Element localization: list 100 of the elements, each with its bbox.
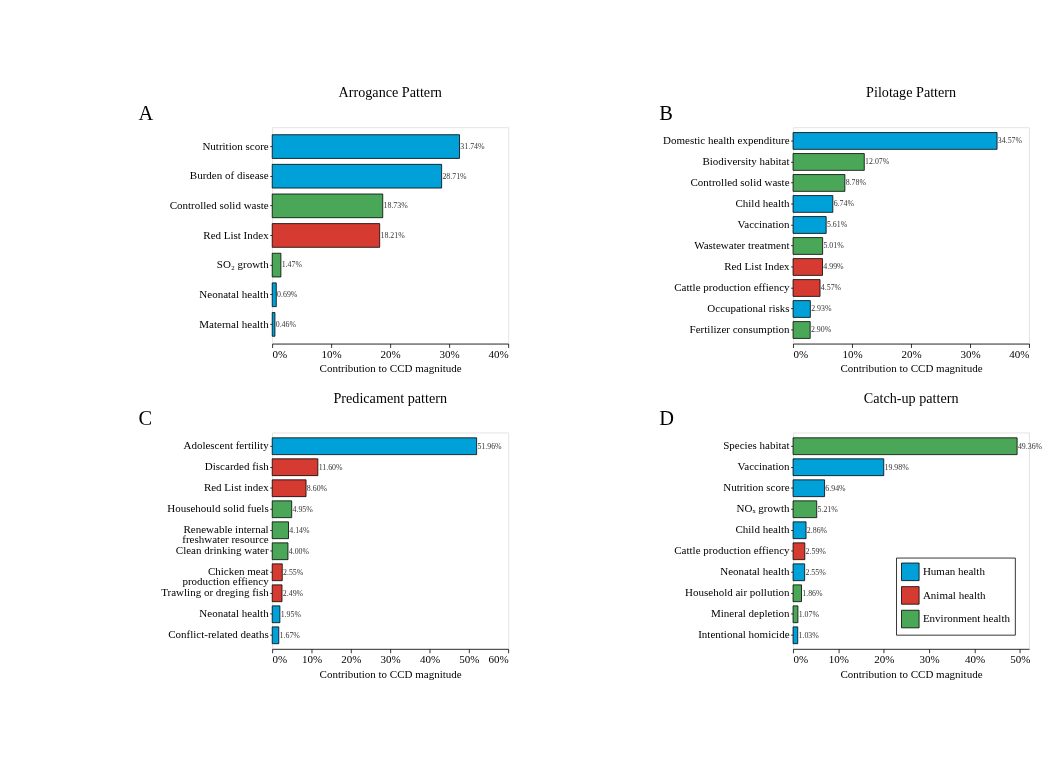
- x-tick-label: 40%: [419, 653, 441, 666]
- data-label: 6.94%: [825, 483, 847, 493]
- data-label: 5.01%: [823, 241, 845, 251]
- data-label: 31.74%: [460, 141, 485, 151]
- x-tick-label: 0%: [793, 348, 809, 361]
- data-label: 51.96%: [477, 441, 503, 451]
- x-tick-label: 40%: [488, 348, 509, 361]
- bar: [792, 605, 799, 624]
- y-tick-label: Occupational risks: [707, 302, 790, 315]
- x-tick-label: 20%: [380, 348, 401, 361]
- text: A: [138, 102, 154, 125]
- data-label: 18.73%: [383, 201, 409, 211]
- data-label: 4.57%: [820, 283, 842, 293]
- x-tick-label: 0%: [272, 348, 288, 361]
- y-tick-label: Adolescent fertility: [183, 439, 270, 452]
- data-label: 5.61%: [826, 220, 848, 230]
- text: B: [659, 102, 673, 125]
- y-tick-label: Renewable internal freshwater resource: [182, 523, 269, 545]
- x-tick-label: 50%: [1010, 653, 1031, 666]
- x-tick-label: 30%: [439, 348, 460, 361]
- y-tick-label: Vaccination: [737, 460, 791, 473]
- data-label: 11.60%: [318, 462, 344, 472]
- legend-label: Animal health: [922, 588, 987, 601]
- y-tick-label: Cattle production effiency: [674, 281, 791, 294]
- y-tick-label: Conflict-related deaths: [168, 628, 269, 641]
- bar: [792, 584, 802, 603]
- data-label: 5.21%: [817, 504, 839, 514]
- y-tick-label: Chicken meat production effiency: [182, 565, 270, 587]
- x-tick-label: 20%: [901, 348, 922, 361]
- bar: [792, 521, 807, 540]
- y-tick-label: Wastewater treatment: [694, 239, 790, 252]
- data-label: 2.55%: [283, 567, 304, 577]
- bar: [792, 500, 818, 519]
- x-tick-label: 10%: [321, 348, 342, 361]
- y-tick-label: Domestic health expenditure: [663, 134, 790, 147]
- data-label: 12.07%: [865, 157, 890, 167]
- y-tick-label: Intentional homicide: [698, 628, 790, 641]
- data-label: 49.36%: [1017, 441, 1043, 451]
- x-tick-label: 0%: [272, 653, 288, 666]
- data-label: 2.93%: [811, 304, 832, 314]
- data-label: 4.14%: [289, 525, 311, 535]
- y-tick-label: Burden of disease: [189, 169, 269, 182]
- y-tick-label: Discarded fish: [204, 460, 270, 473]
- y-tick-label: Neonatal health: [720, 565, 791, 578]
- y-tick-label: Fertilizer consumption: [689, 323, 791, 336]
- data-label: 6.74%: [833, 199, 855, 209]
- x-tick-label: 20%: [341, 653, 362, 666]
- y-tick-label: Mineral depletion: [711, 607, 791, 620]
- data-label: 34.57%: [997, 136, 1023, 146]
- legend-label: Human health: [922, 564, 986, 577]
- x-tick-label: 60%: [488, 653, 509, 666]
- data-label: 0.69%: [277, 290, 298, 300]
- data-label: 1.95%: [280, 609, 302, 619]
- chart-title: Pilotage Pattern: [866, 84, 957, 101]
- bar: [792, 563, 806, 582]
- data-label: 2.90%: [810, 325, 832, 335]
- chart-title: Catch-up pattern: [863, 389, 959, 406]
- data-label: 2.55%: [805, 567, 827, 577]
- data-label: 28.71%: [442, 171, 468, 181]
- data-label: 1.03%: [798, 630, 820, 640]
- data-label: 1.47%: [281, 260, 303, 270]
- bar: [792, 542, 806, 561]
- bar: [792, 479, 825, 498]
- y-tick-label: Neonatal health: [199, 287, 270, 300]
- bar: [792, 626, 799, 645]
- data-label: 8.78%: [845, 178, 867, 188]
- y-tick-label: Red List Index: [203, 228, 270, 241]
- y-tick-label: Househould solid fuels: [167, 502, 269, 515]
- y-tick-label: Household air pollution: [685, 586, 791, 599]
- data-label: 1.67%: [279, 630, 301, 640]
- y-tick-label: Nutrition score: [723, 481, 790, 494]
- y-tick-label: Red List Index: [724, 260, 791, 273]
- x-tick-label: 40%: [1009, 348, 1030, 361]
- chart-title: Arrogance Pattern: [338, 84, 442, 101]
- y-tick-label: Red List index: [203, 481, 270, 494]
- y-tick-label: Child health: [735, 197, 791, 210]
- y-tick-label: Clean drinking water: [175, 544, 270, 557]
- text: D: [659, 407, 675, 430]
- bar: [792, 458, 885, 477]
- x-tick-label: 10%: [828, 653, 849, 666]
- y-tick-label: Maternal health: [199, 317, 270, 330]
- x-tick-label: 30%: [380, 653, 401, 666]
- x-tick-label: 30%: [919, 653, 940, 666]
- data-label: 4.99%: [823, 262, 845, 272]
- data-label: 19.98%: [884, 462, 910, 472]
- x-axis-title: Contribution to CCD magnitude: [319, 667, 462, 680]
- x-tick-label: 20%: [874, 653, 895, 666]
- x-tick-label: 40%: [964, 653, 986, 666]
- y-tick-label: Child health: [735, 523, 791, 536]
- y-tick-label: Nutrition score: [202, 139, 269, 152]
- y-tick-label: Neonatal health: [199, 607, 270, 620]
- data-label: 4.95%: [292, 504, 314, 514]
- y-tick-label: Vaccination: [737, 218, 791, 231]
- y-tick-label: Controlled solid waste: [169, 198, 269, 211]
- y-tick-label: Cattle production effiency: [674, 544, 791, 557]
- x-tick-label: 0%: [793, 653, 809, 666]
- text: C: [138, 407, 153, 430]
- data-label: 2.49%: [282, 588, 304, 598]
- y-tick-label: Biodiversity habitat: [702, 155, 790, 168]
- x-axis-title: Contribution to CCD magnitude: [319, 362, 462, 375]
